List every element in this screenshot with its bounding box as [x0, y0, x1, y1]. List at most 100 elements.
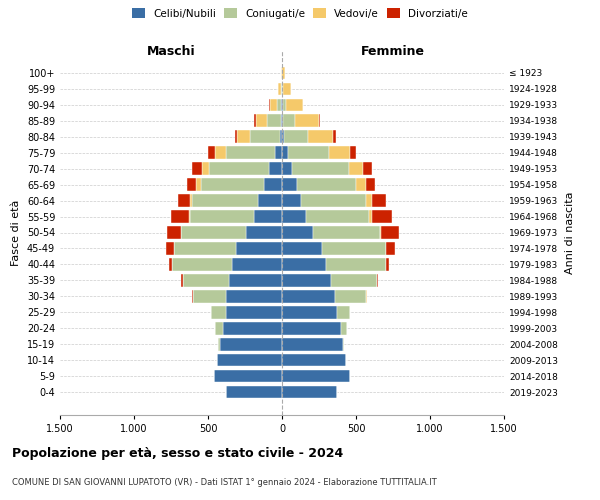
- Bar: [282, 162, 292, 175]
- Bar: [337, 306, 350, 318]
- Bar: [282, 194, 301, 207]
- Bar: [282, 210, 305, 223]
- Bar: [350, 146, 356, 159]
- Bar: [218, 338, 220, 350]
- Bar: [326, 258, 386, 270]
- Bar: [232, 258, 282, 270]
- Bar: [209, 162, 269, 175]
- Bar: [313, 226, 380, 238]
- Bar: [174, 242, 236, 254]
- Bar: [292, 162, 349, 175]
- Bar: [283, 114, 295, 127]
- Bar: [286, 98, 303, 111]
- Bar: [305, 210, 370, 223]
- Bar: [372, 210, 392, 223]
- Bar: [190, 210, 254, 223]
- Bar: [319, 114, 320, 127]
- Bar: [215, 146, 226, 159]
- Bar: [215, 322, 223, 334]
- Bar: [282, 178, 297, 191]
- Bar: [269, 162, 282, 175]
- Bar: [278, 82, 281, 95]
- Text: Popolazione per età, sesso e stato civile - 2024: Popolazione per età, sesso e stato civil…: [12, 448, 343, 460]
- Bar: [217, 354, 282, 366]
- Bar: [331, 274, 377, 286]
- Bar: [282, 258, 326, 270]
- Bar: [259, 194, 282, 207]
- Y-axis label: Anni di nascita: Anni di nascita: [565, 191, 575, 274]
- Bar: [275, 146, 282, 159]
- Bar: [178, 194, 190, 207]
- Bar: [181, 274, 182, 286]
- Bar: [333, 130, 336, 143]
- Bar: [335, 290, 367, 302]
- Bar: [282, 338, 343, 350]
- Bar: [308, 130, 333, 143]
- Bar: [202, 162, 209, 175]
- Bar: [343, 338, 344, 350]
- Text: Femmine: Femmine: [361, 44, 425, 58]
- Bar: [282, 242, 322, 254]
- Bar: [187, 178, 196, 191]
- Bar: [254, 210, 282, 223]
- Bar: [235, 130, 237, 143]
- Bar: [192, 162, 202, 175]
- Bar: [367, 194, 372, 207]
- Bar: [341, 322, 347, 334]
- Bar: [208, 146, 215, 159]
- Bar: [226, 386, 282, 398]
- Bar: [226, 146, 275, 159]
- Bar: [236, 242, 282, 254]
- Bar: [192, 194, 259, 207]
- Bar: [183, 274, 229, 286]
- Bar: [381, 226, 399, 238]
- Bar: [295, 114, 319, 127]
- Bar: [166, 242, 173, 254]
- Bar: [386, 258, 389, 270]
- Legend: Celibi/Nubili, Coniugati/e, Vedovi/e, Divorziati/e: Celibi/Nubili, Coniugati/e, Vedovi/e, Di…: [129, 5, 471, 21]
- Bar: [247, 226, 282, 238]
- Bar: [364, 162, 372, 175]
- Bar: [256, 114, 268, 127]
- Bar: [193, 290, 226, 302]
- Bar: [282, 66, 284, 79]
- Bar: [268, 114, 281, 127]
- Bar: [282, 274, 331, 286]
- Bar: [370, 210, 372, 223]
- Bar: [269, 98, 277, 111]
- Bar: [282, 290, 335, 302]
- Bar: [281, 66, 282, 79]
- Bar: [172, 258, 232, 270]
- Bar: [283, 82, 290, 95]
- Bar: [282, 114, 283, 127]
- Bar: [226, 306, 282, 318]
- Bar: [282, 130, 284, 143]
- Bar: [190, 194, 192, 207]
- Bar: [171, 210, 189, 223]
- Bar: [284, 130, 308, 143]
- Text: COMUNE DI SAN GIOVANNI LUPATOTO (VR) - Dati ISTAT 1° gennaio 2024 - Elaborazione: COMUNE DI SAN GIOVANNI LUPATOTO (VR) - D…: [12, 478, 437, 487]
- Bar: [226, 290, 282, 302]
- Bar: [282, 306, 337, 318]
- Bar: [329, 146, 350, 159]
- Bar: [211, 306, 226, 318]
- Bar: [214, 370, 282, 382]
- Bar: [280, 130, 282, 143]
- Bar: [282, 370, 350, 382]
- Bar: [283, 98, 286, 111]
- Bar: [301, 194, 367, 207]
- Bar: [380, 226, 381, 238]
- Bar: [297, 178, 356, 191]
- Bar: [167, 226, 181, 238]
- Bar: [282, 146, 288, 159]
- Bar: [282, 322, 341, 334]
- Bar: [356, 178, 367, 191]
- Bar: [367, 178, 375, 191]
- Bar: [288, 146, 329, 159]
- Bar: [372, 194, 386, 207]
- Bar: [282, 226, 313, 238]
- Bar: [281, 114, 282, 127]
- Text: Maschi: Maschi: [146, 44, 196, 58]
- Bar: [229, 274, 282, 286]
- Bar: [189, 210, 190, 223]
